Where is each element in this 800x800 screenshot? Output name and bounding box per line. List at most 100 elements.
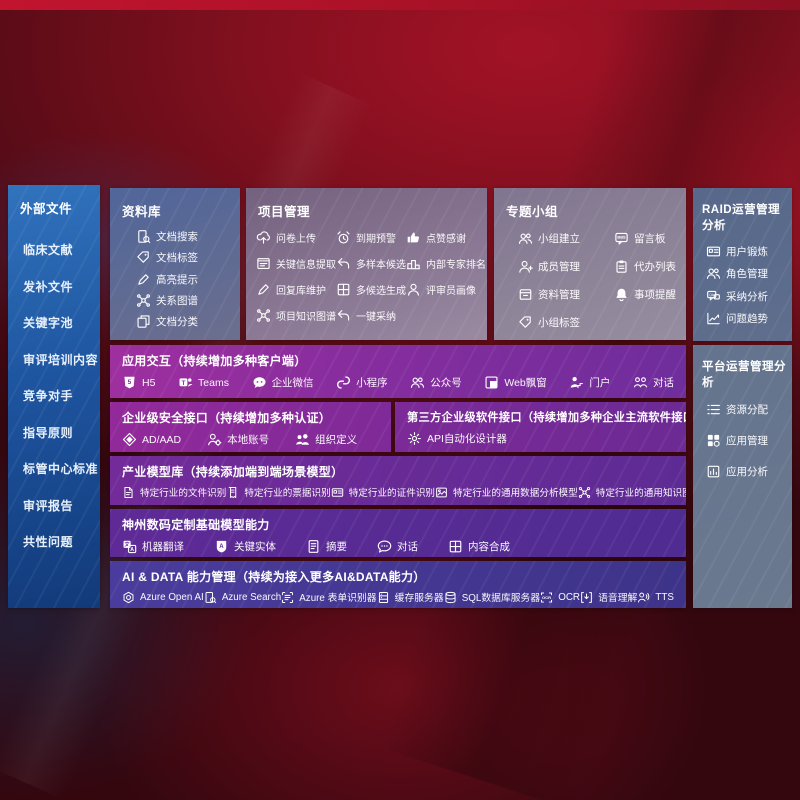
app-interaction-items: 5 H5 T Teams 企业微信 小程序 公众号 Web飘窗 门户 对话 xyxy=(110,369,686,390)
feature-item: 问题趋势 xyxy=(706,311,792,326)
feature-item: 应用管理 xyxy=(706,433,792,448)
feature-item-label: 事项提醒 xyxy=(634,289,676,301)
feature-item: TTS xyxy=(637,591,674,604)
feature-item-label: 摘要 xyxy=(326,541,347,553)
svg-text:T: T xyxy=(182,380,186,387)
puzzle-grid-icon xyxy=(336,282,351,297)
feature-item: 代办列表 xyxy=(614,259,678,274)
platform-items: 资源分配 应用管理 应用分析 xyxy=(693,390,792,479)
ai-data-row: AI & DATA 能力管理（持续为接入更多AI&DATA能力） Azure O… xyxy=(110,561,686,608)
feature-item: 关键信息提取 xyxy=(256,256,336,271)
feature-item: 门户 xyxy=(569,375,610,390)
industry-models-row: 产业模型库（持续添加端到端场景模型） 特定行业的文件识别 特定行业的票据识别 特定行… xyxy=(110,456,686,505)
feature-item-label: 一键采纳 xyxy=(356,312,396,323)
panel-title: 外部文件 xyxy=(20,202,73,216)
wechat-work-icon xyxy=(252,375,267,390)
speech-icon xyxy=(580,591,593,604)
feature-item-label: 评审员画像 xyxy=(426,286,476,297)
feature-item-label: 高亮提示 xyxy=(156,273,198,286)
feature-item: API自动化设计器 xyxy=(407,431,507,446)
panel-title: 平台运营管理分析 xyxy=(702,361,786,389)
feature-item: SQL数据库服务器 xyxy=(444,590,540,604)
feature-item: 内容合成 xyxy=(448,539,510,554)
highlight-pen-icon xyxy=(136,272,151,287)
feature-item-label: 代办列表 xyxy=(634,261,676,273)
feature-item: 一键采纳 xyxy=(336,308,406,323)
feature-item-label: 采纳分析 xyxy=(726,290,768,303)
feature-item: 小程序 xyxy=(336,375,388,390)
feature-item: OCR OCR xyxy=(540,591,580,604)
project-management-panel: 项目管理 问卷上传 到期预警 点赞感谢 关键信息提取 多样本候选 内部专家排名 回复库维护 多… xyxy=(246,188,487,340)
svg-text:A: A xyxy=(219,543,224,550)
sidebar-item: 审评报告 xyxy=(23,498,74,513)
feature-item-label: 关系图谱 xyxy=(156,294,198,307)
list-icon xyxy=(706,402,721,417)
row-title: 企业级安全接口（持续增加多种认证） xyxy=(122,411,332,425)
feature-item: 高亮提示 xyxy=(136,272,240,287)
feature-item: Azure 表单识别器 xyxy=(281,590,377,604)
feature-item: 对话 xyxy=(633,375,674,390)
library-items: 文档搜索 文档标签 高亮提示 关系图谱 文档分类 xyxy=(110,220,240,340)
row-title: 应用交互（持续增加多种客户端） xyxy=(122,354,307,368)
raid-analysis-panel: RAID运营管理分析 用户锻炼 角色管理 QA 采纳分析 问题趋势 xyxy=(693,188,792,341)
feature-item-label: 角色管理 xyxy=(726,268,768,281)
knowledge-graph-icon xyxy=(256,308,271,323)
feature-item: 成员管理 xyxy=(518,259,614,274)
feature-item: AD/AAD xyxy=(122,432,181,447)
feature-item-label: 语音理解 xyxy=(598,593,638,604)
feature-item-label: 内部专家排名 xyxy=(426,260,486,271)
sidebar-item: 审评培训内容 xyxy=(23,352,99,367)
feature-item-label: 成员管理 xyxy=(538,261,580,273)
feature-item-label: API自动化设计器 xyxy=(427,433,507,445)
svg-text:A: A xyxy=(130,547,134,553)
clipboard-icon xyxy=(614,259,629,274)
summary-icon xyxy=(306,539,321,554)
feature-item-label: 应用分析 xyxy=(726,466,768,478)
svg-text:OCR: OCR xyxy=(542,595,551,600)
topic-groups-panel: 专题小组 小组建立 BBS 留言板 成员管理 代办列表 资料管理 事项提醒 小组标签 xyxy=(494,188,686,340)
adopt-arrow-icon xyxy=(336,308,351,323)
feature-item-label: 对话 xyxy=(397,541,418,553)
html5-icon: 5 xyxy=(122,375,137,390)
person-icon xyxy=(406,282,421,297)
app-interaction-row: 应用交互（持续增加多种客户端） 5 H5 T Teams 企业微信 小程序 公众号 Web飘窗… xyxy=(110,345,686,398)
feature-item: QA 采纳分析 xyxy=(706,289,792,304)
feature-item-label: Teams xyxy=(198,376,229,389)
bell-icon xyxy=(614,287,629,302)
feature-item-label: 小组标签 xyxy=(538,317,580,329)
feature-item-label: 回复库维护 xyxy=(276,286,326,297)
feature-item: 特定行业的票据识别 xyxy=(226,485,331,499)
feature-item: 应用分析 xyxy=(706,464,792,479)
feature-item-label: 特定行业的证件识别 xyxy=(348,488,436,499)
feature-item-label: 特定行业的文件识别 xyxy=(140,488,227,499)
sidebar-item: 竞争对手 xyxy=(23,389,74,403)
feature-item: 对话 xyxy=(377,539,418,554)
feature-item-label: SQL数据库服务器 xyxy=(461,593,541,604)
feature-item-label: 文档标签 xyxy=(156,252,198,265)
feature-item: 小组标签 xyxy=(518,315,614,330)
feature-item: 资料管理 xyxy=(518,287,614,302)
local-account-icon xyxy=(207,432,222,447)
feature-item: 评审员画像 xyxy=(406,282,486,297)
archive-icon xyxy=(518,287,533,302)
feature-item: 角色管理 xyxy=(706,266,792,281)
sidebar-item: 指导原则 xyxy=(23,425,74,440)
feature-item: 点赞感谢 xyxy=(406,230,486,245)
feature-item-label: 问卷上传 xyxy=(276,234,316,245)
portal-icon xyxy=(569,375,584,390)
feature-item-label: 多候选生成 xyxy=(356,286,406,297)
feature-item: 组织定义 xyxy=(295,432,357,447)
security-items: AD/AAD 本地账号 组织定义 xyxy=(110,426,391,447)
feature-item-label: 文档搜索 xyxy=(156,231,198,243)
security-interface-row: 企业级安全接口（持续增加多种认证） AD/AAD 本地账号 组织定义 xyxy=(110,402,391,452)
group-items: 小组建立 BBS 留言板 成员管理 代办列表 资料管理 事项提醒 小组标签 xyxy=(494,220,686,330)
feature-item: Azure Search xyxy=(204,591,281,604)
feature-item: A 关键实体 xyxy=(214,539,276,554)
cloud-upload-icon xyxy=(256,230,271,245)
feature-item-label: 特定行业的通用数据分析模型 xyxy=(453,488,578,499)
feature-item: 回复库维护 xyxy=(256,282,336,297)
external-files-panel: 外部文件 临床文献 发补文件 关键字池 审评培训内容 竞争对手 指导原则 标管中心标准 审评报… xyxy=(8,185,100,608)
project-items: 问卷上传 到期预警 点赞感谢 关键信息提取 多样本候选 内部专家排名 回复库维护 多候选生成 评… xyxy=(246,220,487,323)
highlight-pen-icon xyxy=(256,282,271,297)
cache-server-icon xyxy=(377,591,390,604)
